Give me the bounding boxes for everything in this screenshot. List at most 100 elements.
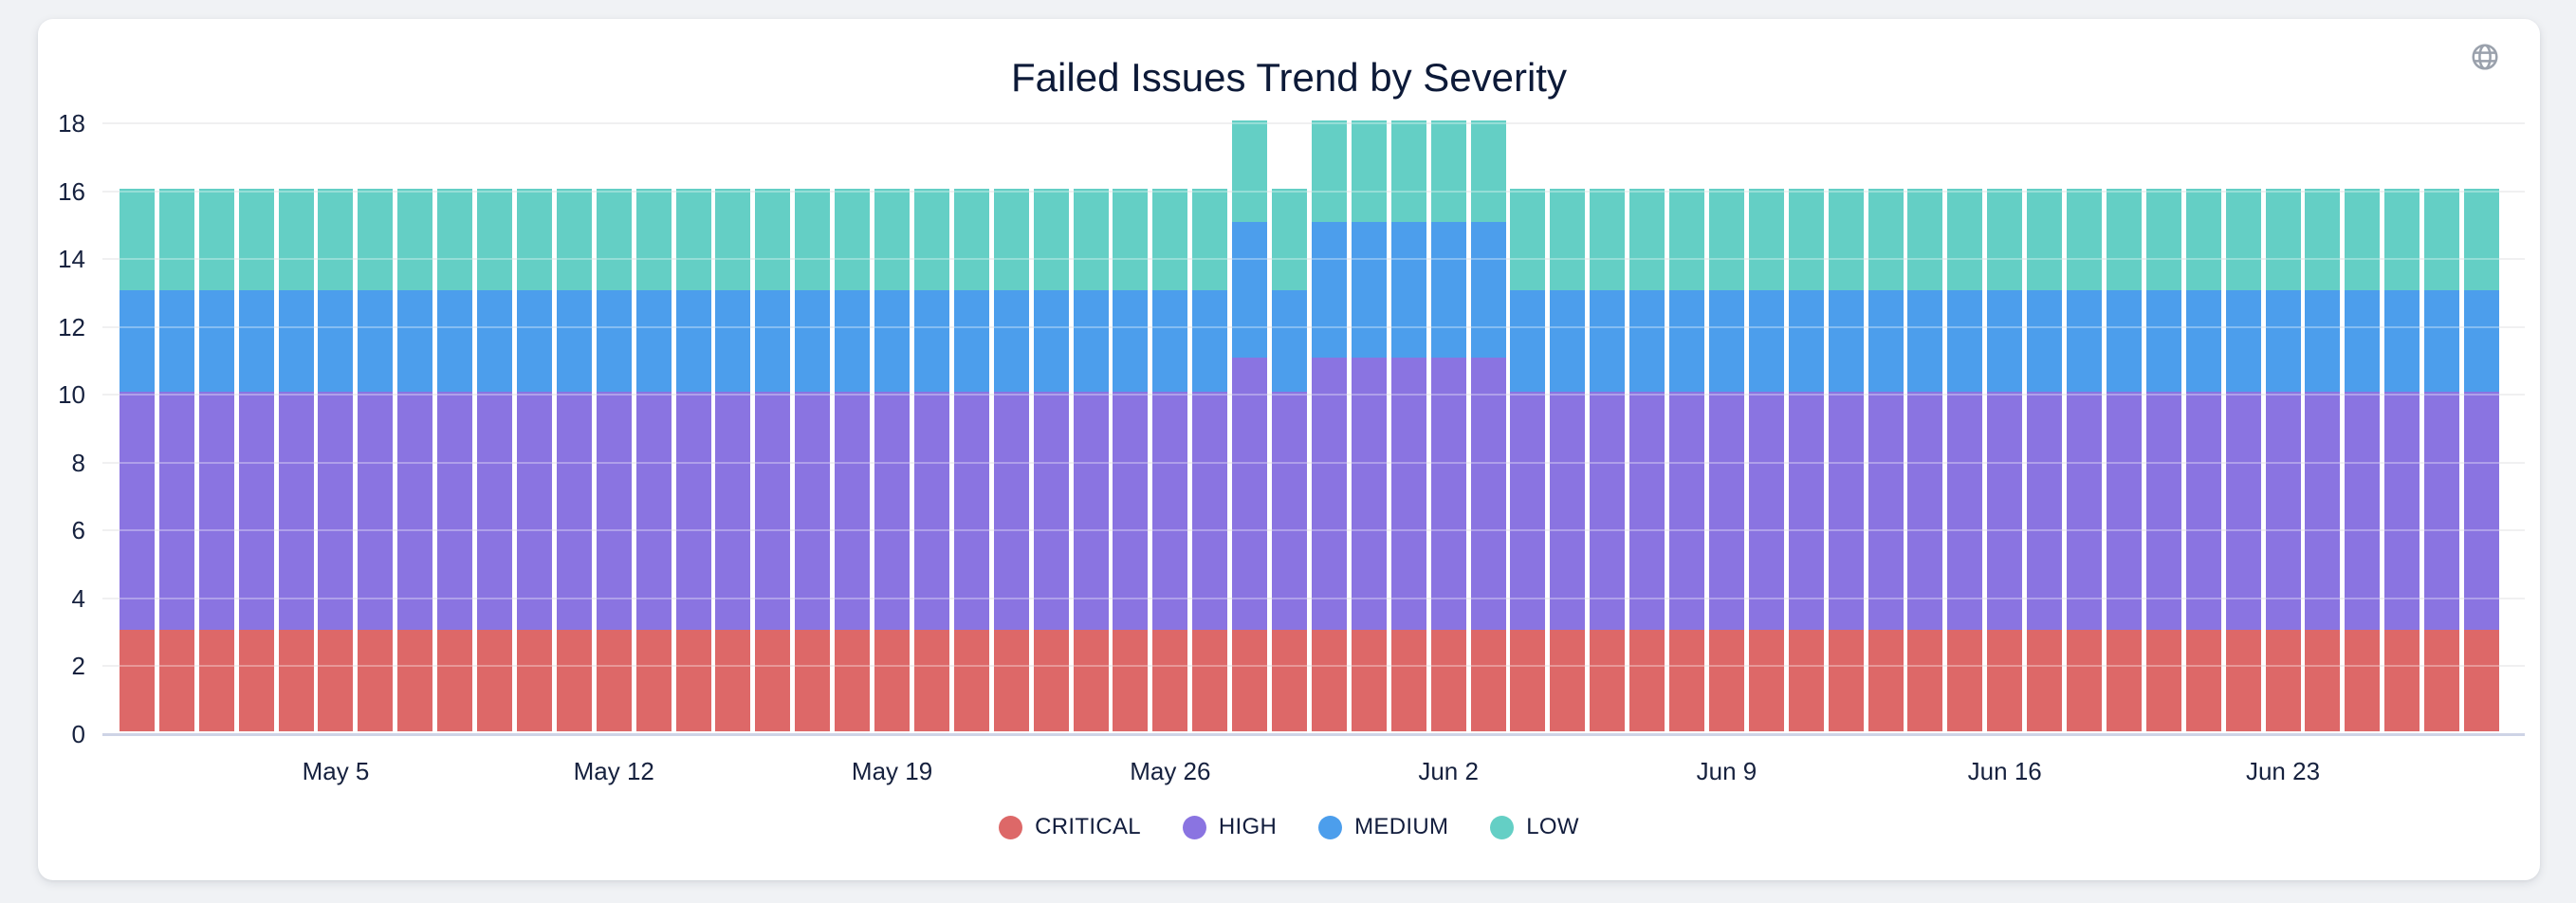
bar-segment-high[interactable] [596, 392, 632, 630]
bar-jun-21[interactable] [2185, 188, 2221, 731]
bar-segment-critical[interactable] [993, 629, 1029, 731]
bar-segment-critical[interactable] [1868, 629, 1904, 731]
bar-may-30[interactable] [1311, 120, 1347, 731]
bar-segment-high[interactable] [1430, 358, 1466, 630]
bar-may-16[interactable] [755, 188, 791, 731]
bar-segment-critical[interactable] [1192, 629, 1228, 731]
bar-segment-critical[interactable] [2225, 629, 2261, 731]
bar-segment-low[interactable] [2106, 188, 2142, 290]
bar-segment-high[interactable] [715, 392, 751, 630]
bar-segment-low[interactable] [437, 188, 473, 290]
bar-segment-low[interactable] [1987, 188, 2023, 290]
bar-segment-critical[interactable] [675, 629, 711, 731]
bar-may-20[interactable] [913, 188, 949, 731]
bar-segment-critical[interactable] [2424, 629, 2460, 731]
bar-segment-high[interactable] [1033, 392, 1069, 630]
bar-segment-low[interactable] [1311, 120, 1347, 223]
bar-segment-medium[interactable] [1152, 289, 1188, 393]
bar-segment-critical[interactable] [1550, 629, 1586, 731]
bar-segment-high[interactable] [1788, 392, 1824, 630]
bar-may-6[interactable] [358, 188, 394, 731]
bar-segment-medium[interactable] [278, 289, 314, 393]
bar-segment-critical[interactable] [358, 629, 394, 731]
bar-segment-critical[interactable] [2305, 629, 2341, 731]
bar-segment-high[interactable] [1907, 392, 1943, 630]
bar-segment-high[interactable] [795, 392, 831, 630]
bar-jun-25[interactable] [2345, 188, 2381, 731]
bar-segment-high[interactable] [2067, 392, 2103, 630]
bar-segment-critical[interactable] [556, 629, 592, 731]
bar-segment-low[interactable] [2067, 188, 2103, 290]
bar-segment-medium[interactable] [1947, 289, 1983, 393]
bar-may-15[interactable] [715, 188, 751, 731]
bar-segment-low[interactable] [318, 188, 354, 290]
bar-jun-2[interactable] [1430, 120, 1466, 731]
bar-segment-critical[interactable] [1987, 629, 2023, 731]
bar-segment-critical[interactable] [238, 629, 274, 731]
bar-segment-low[interactable] [715, 188, 751, 290]
bar-segment-low[interactable] [1629, 188, 1665, 290]
bar-jun-26[interactable] [2384, 188, 2420, 731]
bar-segment-critical[interactable] [2384, 629, 2420, 731]
bar-segment-low[interactable] [2464, 188, 2499, 290]
bar-segment-low[interactable] [238, 188, 274, 290]
bar-segment-medium[interactable] [1192, 289, 1228, 393]
bar-segment-low[interactable] [1192, 188, 1228, 290]
bar-may-8[interactable] [437, 188, 473, 731]
bar-segment-critical[interactable] [1828, 629, 1864, 731]
bar-may-4[interactable] [278, 188, 314, 731]
bar-segment-critical[interactable] [477, 629, 513, 731]
bar-segment-high[interactable] [913, 392, 949, 630]
bar-segment-medium[interactable] [635, 289, 672, 393]
bar-segment-low[interactable] [1073, 188, 1109, 290]
bar-segment-low[interactable] [2225, 188, 2261, 290]
bar-jun-7[interactable] [1629, 188, 1665, 731]
bar-jun-10[interactable] [1748, 188, 1784, 731]
bar-may-29[interactable] [1272, 188, 1308, 731]
bar-segment-high[interactable] [198, 392, 234, 630]
bar-segment-medium[interactable] [198, 289, 234, 393]
bar-segment-low[interactable] [397, 188, 433, 290]
bar-segment-low[interactable] [358, 188, 394, 290]
bar-segment-low[interactable] [913, 188, 949, 290]
bar-segment-critical[interactable] [715, 629, 751, 731]
bar-segment-high[interactable] [2185, 392, 2221, 630]
bar-segment-medium[interactable] [1390, 222, 1426, 359]
bar-segment-critical[interactable] [1470, 629, 1506, 731]
bar-segment-medium[interactable] [120, 289, 155, 393]
bar-segment-medium[interactable] [1232, 222, 1268, 359]
bar-segment-high[interactable] [635, 392, 672, 630]
bar-jun-8[interactable] [1669, 188, 1705, 731]
bar-may-14[interactable] [675, 188, 711, 731]
bar-segment-critical[interactable] [1311, 629, 1347, 731]
bar-segment-high[interactable] [1550, 392, 1586, 630]
bar-may-27[interactable] [1192, 188, 1228, 731]
bar-segment-low[interactable] [1152, 188, 1188, 290]
bar-segment-high[interactable] [2106, 392, 2142, 630]
bar-segment-high[interactable] [755, 392, 791, 630]
bar-segment-high[interactable] [318, 392, 354, 630]
bar-may-7[interactable] [397, 188, 433, 731]
bar-segment-medium[interactable] [1272, 289, 1308, 393]
bar-segment-high[interactable] [1311, 358, 1347, 630]
bar-segment-medium[interactable] [2106, 289, 2142, 393]
bar-segment-critical[interactable] [2106, 629, 2142, 731]
bar-segment-high[interactable] [358, 392, 394, 630]
bar-may-5[interactable] [318, 188, 354, 731]
legend-item-medium[interactable]: MEDIUM [1318, 814, 1448, 840]
bar-segment-medium[interactable] [1073, 289, 1109, 393]
bar-segment-medium[interactable] [1828, 289, 1864, 393]
bar-segment-critical[interactable] [1788, 629, 1824, 731]
bar-may-12[interactable] [596, 188, 632, 731]
bar-segment-low[interactable] [596, 188, 632, 290]
bar-segment-medium[interactable] [397, 289, 433, 393]
bar-segment-low[interactable] [120, 188, 155, 290]
bar-segment-low[interactable] [1550, 188, 1586, 290]
bar-segment-low[interactable] [2424, 188, 2460, 290]
bar-segment-high[interactable] [2424, 392, 2460, 630]
bar-segment-high[interactable] [477, 392, 513, 630]
bar-segment-critical[interactable] [2464, 629, 2499, 731]
bar-segment-medium[interactable] [795, 289, 831, 393]
bar-segment-low[interactable] [835, 188, 871, 290]
bar-segment-critical[interactable] [635, 629, 672, 731]
